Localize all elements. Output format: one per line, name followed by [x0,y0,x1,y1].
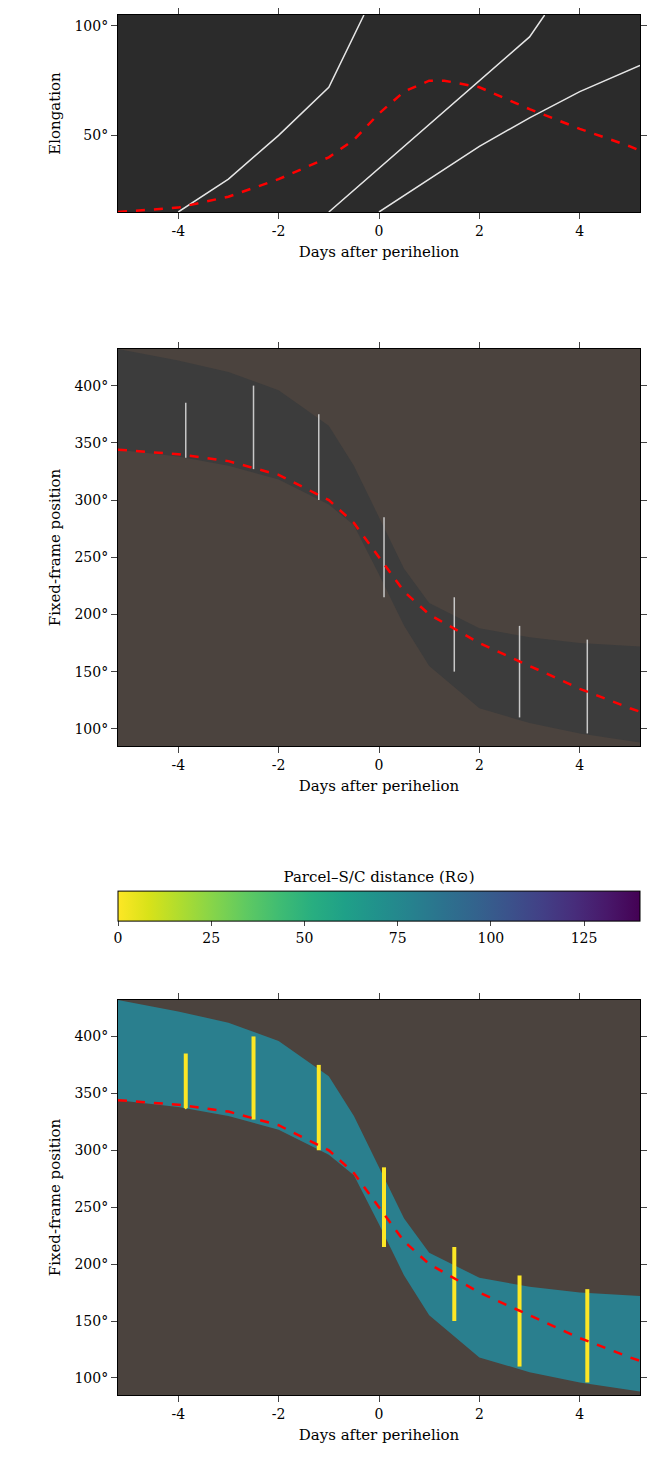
svg-text:-4: -4 [171,757,185,773]
svg-text:-4: -4 [171,1406,185,1422]
svg-text:400°: 400° [74,1028,108,1044]
svg-text:100°: 100° [74,721,108,737]
svg-text:Fixed-frame position: Fixed-frame position [46,1118,64,1276]
svg-text:150°: 150° [74,664,108,680]
svg-text:25: 25 [202,930,220,946]
svg-text:75: 75 [389,930,407,946]
svg-text:-2: -2 [272,223,286,239]
svg-text:Days after perihelion: Days after perihelion [299,1426,460,1444]
svg-text:250°: 250° [74,1199,108,1215]
svg-text:100: 100 [477,930,504,946]
svg-text:0: 0 [375,757,384,773]
svg-text:2: 2 [475,1406,484,1422]
svg-text:-2: -2 [272,1406,286,1422]
svg-text:0: 0 [375,223,384,239]
svg-text:4: 4 [575,757,584,773]
svg-text:Elongation: Elongation [46,72,64,155]
svg-text:100°: 100° [74,18,108,34]
svg-text:150°: 150° [74,1313,108,1329]
svg-text:Days after perihelion: Days after perihelion [299,243,460,261]
svg-text:-2: -2 [272,757,286,773]
svg-text:Fixed-frame position: Fixed-frame position [46,468,64,626]
svg-text:400°: 400° [74,378,108,394]
svg-text:100°: 100° [74,1370,108,1386]
svg-text:200°: 200° [74,606,108,622]
svg-text:125: 125 [571,930,598,946]
svg-text:350°: 350° [74,1085,108,1101]
svg-text:0: 0 [114,930,123,946]
svg-text:Parcel–S/C distance (R⊙): Parcel–S/C distance (R⊙) [283,868,474,886]
svg-text:300°: 300° [74,1142,108,1158]
svg-text:4: 4 [575,223,584,239]
svg-text:50°: 50° [83,127,108,143]
svg-text:-4: -4 [171,223,185,239]
svg-text:50: 50 [296,930,314,946]
svg-text:0: 0 [375,1406,384,1422]
svg-text:2: 2 [475,757,484,773]
svg-text:350°: 350° [74,435,108,451]
svg-text:Days after perihelion: Days after perihelion [299,777,460,795]
svg-text:300°: 300° [74,492,108,508]
svg-text:200°: 200° [74,1256,108,1272]
svg-text:4: 4 [575,1406,584,1422]
svg-text:2: 2 [475,223,484,239]
svg-text:250°: 250° [74,549,108,565]
